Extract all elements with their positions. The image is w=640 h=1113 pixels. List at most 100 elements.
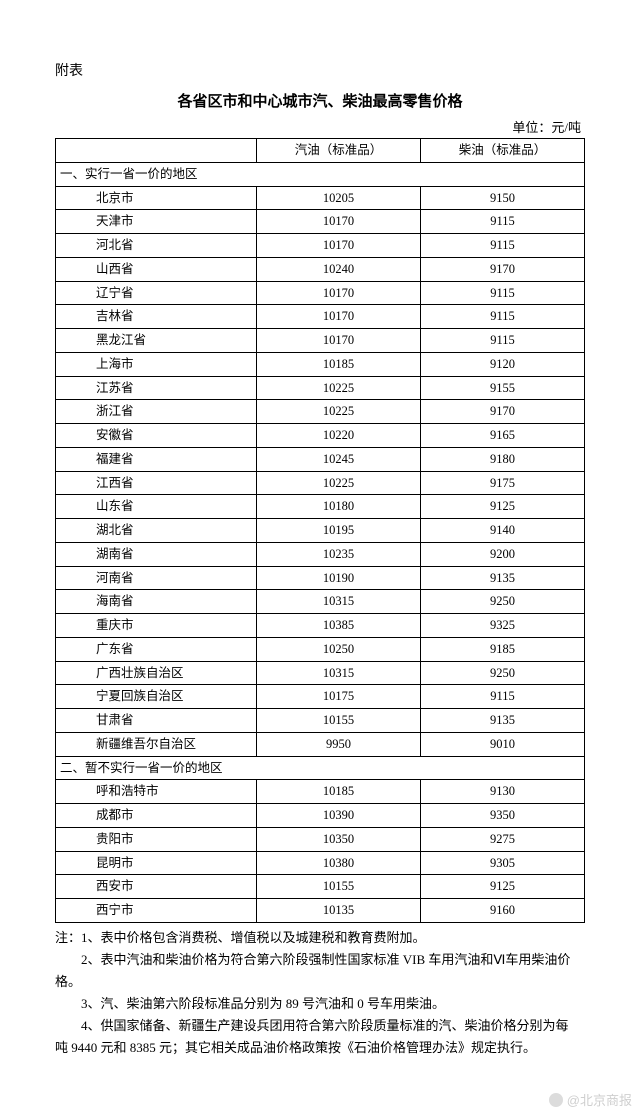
diesel-price: 9115 — [421, 685, 585, 709]
region-name: 河南省 — [56, 566, 257, 590]
table-row: 安徽省102209165 — [56, 424, 585, 448]
col-gasoline: 汽油（标准品） — [257, 139, 421, 163]
table-row: 福建省102459180 — [56, 447, 585, 471]
gasoline-price: 10170 — [257, 234, 421, 258]
diesel-price: 9165 — [421, 424, 585, 448]
gasoline-price: 10155 — [257, 875, 421, 899]
table-row: 重庆市103859325 — [56, 614, 585, 638]
table-row: 河北省101709115 — [56, 234, 585, 258]
table-row: 呼和浩特市101859130 — [56, 780, 585, 804]
gasoline-price: 10225 — [257, 471, 421, 495]
weibo-icon — [549, 1093, 563, 1107]
table-row: 浙江省102259170 — [56, 400, 585, 424]
table-row: 黑龙江省101709115 — [56, 329, 585, 353]
region-name: 湖南省 — [56, 542, 257, 566]
diesel-price: 9155 — [421, 376, 585, 400]
region-name: 贵阳市 — [56, 827, 257, 851]
col-diesel: 柴油（标准品） — [421, 139, 585, 163]
note-4b: 吨 9440 元和 8385 元；其它相关成品油价格政策按《石油价格管理办法》规… — [55, 1037, 585, 1059]
table-row: 广东省102509185 — [56, 637, 585, 661]
region-name: 山东省 — [56, 495, 257, 519]
diesel-price: 9120 — [421, 352, 585, 376]
diesel-price: 9175 — [421, 471, 585, 495]
region-name: 重庆市 — [56, 614, 257, 638]
gasoline-price: 10220 — [257, 424, 421, 448]
col-blank — [56, 139, 257, 163]
note-2b: 格。 — [55, 971, 585, 993]
region-name: 宁夏回族自治区 — [56, 685, 257, 709]
table-section-row: 二、暂不实行一省一价的地区 — [56, 756, 585, 780]
gasoline-price: 10385 — [257, 614, 421, 638]
diesel-price: 9305 — [421, 851, 585, 875]
diesel-price: 9350 — [421, 804, 585, 828]
gasoline-price: 10170 — [257, 281, 421, 305]
diesel-price: 9250 — [421, 590, 585, 614]
region-name: 成都市 — [56, 804, 257, 828]
diesel-price: 9135 — [421, 709, 585, 733]
table-row: 河南省101909135 — [56, 566, 585, 590]
gasoline-price: 10135 — [257, 899, 421, 923]
region-name: 昆明市 — [56, 851, 257, 875]
footnotes: 注：1、表中价格包含消费税、增值税以及城建税和教育费附加。 2、表中汽油和柴油价… — [55, 927, 585, 1060]
table-row: 广西壮族自治区103159250 — [56, 661, 585, 685]
diesel-price: 9250 — [421, 661, 585, 685]
note-1: 注：1、表中价格包含消费税、增值税以及城建税和教育费附加。 — [55, 927, 585, 949]
table-row: 辽宁省101709115 — [56, 281, 585, 305]
table-row: 上海市101859120 — [56, 352, 585, 376]
table-row: 成都市103909350 — [56, 804, 585, 828]
diesel-price: 9115 — [421, 281, 585, 305]
diesel-price: 9180 — [421, 447, 585, 471]
region-name: 呼和浩特市 — [56, 780, 257, 804]
table-section-row: 一、实行一省一价的地区 — [56, 162, 585, 186]
region-name: 广东省 — [56, 637, 257, 661]
diesel-price: 9200 — [421, 542, 585, 566]
table-row: 海南省103159250 — [56, 590, 585, 614]
region-name: 黑龙江省 — [56, 329, 257, 353]
gasoline-price: 10390 — [257, 804, 421, 828]
diesel-price: 9185 — [421, 637, 585, 661]
region-name: 江西省 — [56, 471, 257, 495]
gasoline-price: 10380 — [257, 851, 421, 875]
diesel-price: 9150 — [421, 186, 585, 210]
gasoline-price: 10240 — [257, 257, 421, 281]
table-row: 山西省102409170 — [56, 257, 585, 281]
document-page: 附表 各省区市和中心城市汽、柴油最高零售价格 单位：元/吨 汽油（标准品） 柴油… — [0, 0, 640, 1089]
region-name: 海南省 — [56, 590, 257, 614]
diesel-price: 9125 — [421, 875, 585, 899]
table-row: 宁夏回族自治区101759115 — [56, 685, 585, 709]
table-header-row: 汽油（标准品） 柴油（标准品） — [56, 139, 585, 163]
diesel-price: 9140 — [421, 519, 585, 543]
diesel-price: 9115 — [421, 305, 585, 329]
diesel-price: 9010 — [421, 732, 585, 756]
note-4a: 4、供国家储备、新疆生产建设兵团用符合第六阶段质量标准的汽、柴油价格分别为每 — [55, 1015, 585, 1037]
diesel-price: 9325 — [421, 614, 585, 638]
region-name: 江苏省 — [56, 376, 257, 400]
region-name: 河北省 — [56, 234, 257, 258]
prefix-label: 附表 — [55, 60, 585, 80]
gasoline-price: 10225 — [257, 376, 421, 400]
diesel-price: 9125 — [421, 495, 585, 519]
region-name: 山西省 — [56, 257, 257, 281]
region-name: 西宁市 — [56, 899, 257, 923]
page-title: 各省区市和中心城市汽、柴油最高零售价格 — [55, 90, 585, 111]
gasoline-price: 10185 — [257, 352, 421, 376]
table-row: 江苏省102259155 — [56, 376, 585, 400]
unit-label: 单位：元/吨 — [55, 117, 585, 136]
diesel-price: 9170 — [421, 400, 585, 424]
watermark-area: @北京商报 — [0, 1089, 640, 1113]
gasoline-price: 10180 — [257, 495, 421, 519]
gasoline-price: 10190 — [257, 566, 421, 590]
table-row: 西安市101559125 — [56, 875, 585, 899]
gasoline-price: 10175 — [257, 685, 421, 709]
gasoline-price: 10170 — [257, 210, 421, 234]
table-row: 昆明市103809305 — [56, 851, 585, 875]
gasoline-price: 10235 — [257, 542, 421, 566]
table-row: 北京市102059150 — [56, 186, 585, 210]
diesel-price: 9115 — [421, 210, 585, 234]
table-row: 湖南省102359200 — [56, 542, 585, 566]
region-name: 安徽省 — [56, 424, 257, 448]
watermark-text: @北京商报 — [567, 1090, 632, 1109]
table-row: 江西省102259175 — [56, 471, 585, 495]
gasoline-price: 10170 — [257, 329, 421, 353]
region-name: 上海市 — [56, 352, 257, 376]
